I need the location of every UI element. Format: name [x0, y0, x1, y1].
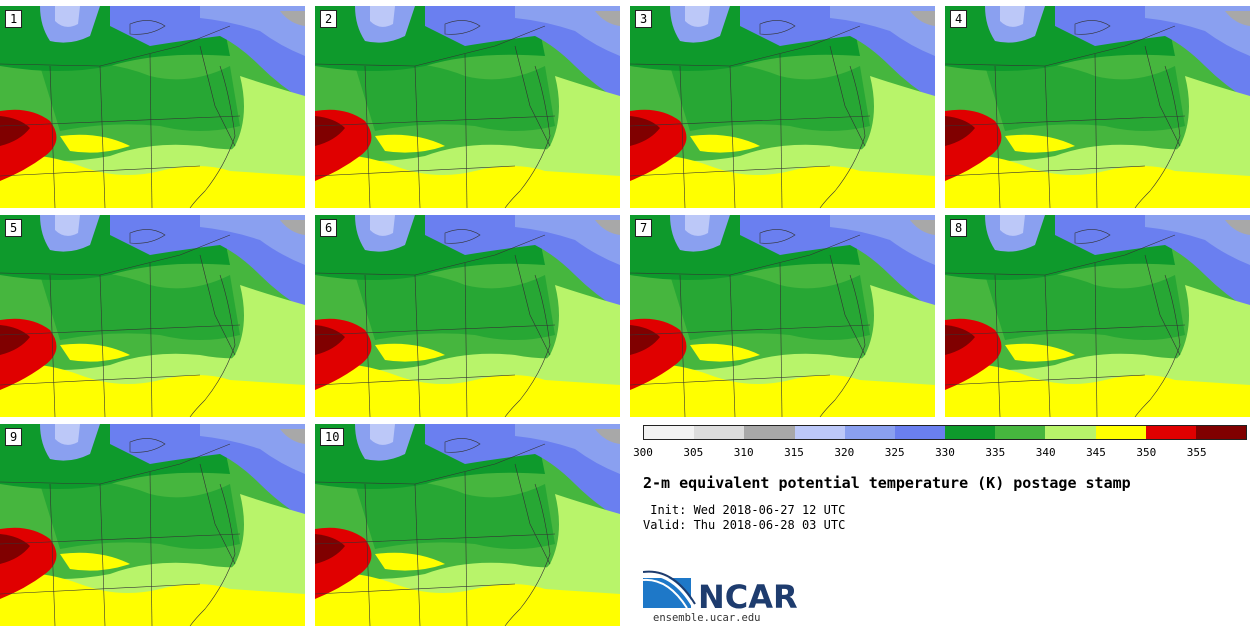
- colorbar-segment: [844, 426, 895, 439]
- colorbar-segment: [744, 426, 795, 439]
- map-canvas: [630, 6, 935, 208]
- valid-time: Valid: Thu 2018-06-28 03 UTC: [643, 518, 846, 532]
- colorbar-tick-label: 310: [733, 446, 754, 459]
- map-canvas: [945, 215, 1250, 417]
- init-time: Init: Wed 2018-06-27 12 UTC: [643, 503, 846, 517]
- colorbar-tick-label: 315: [784, 446, 804, 459]
- member-panel-6: 6: [315, 215, 620, 417]
- member-panel-3: 3: [630, 6, 935, 208]
- colorbar: [643, 425, 1247, 440]
- member-panel-2: 2: [315, 6, 620, 208]
- colorbar-tick-label: 325: [884, 446, 905, 459]
- ncar-logo-icon: [643, 570, 696, 609]
- colorbar-segment: [1195, 426, 1247, 439]
- member-number: 5: [5, 219, 23, 237]
- colorbar-segment: [995, 426, 1046, 439]
- colorbar-tick-label: 340: [1035, 446, 1056, 459]
- chart-title: 2-m equivalent potential temperature (K)…: [643, 474, 1131, 492]
- colorbar-segment: [1095, 426, 1146, 439]
- member-number: 10: [320, 428, 345, 446]
- map-canvas: [630, 215, 935, 417]
- colorbar-tick-label: 355: [1186, 446, 1207, 459]
- member-panel-1: 1: [0, 6, 305, 208]
- colorbar-segment: [1145, 426, 1196, 439]
- colorbar-segment: [945, 426, 996, 439]
- colorbar-tick-label: 345: [1086, 446, 1106, 459]
- colorbar-segment: [894, 426, 946, 439]
- colorbar-segment: [644, 426, 695, 439]
- member-panel-5: 5: [0, 215, 305, 417]
- member-panel-10: 10: [315, 424, 620, 626]
- logo-name: NCAR: [698, 578, 798, 616]
- colorbar-segment: [694, 426, 745, 439]
- colorbar-tick-label: 350: [1136, 446, 1157, 459]
- map-canvas: [315, 6, 620, 208]
- logo-url: ensemble.ucar.edu: [653, 612, 761, 624]
- colorbar-ticks: 300 305 310 315 320 325 330 335 340 345 350 355: [633, 446, 1247, 460]
- map-canvas: [315, 424, 620, 626]
- member-panel-8: 8: [945, 215, 1250, 417]
- colorbar-tick-label: 300: [633, 446, 653, 459]
- map-canvas: [0, 6, 305, 208]
- member-panel-7: 7: [630, 215, 935, 417]
- member-number: 9: [5, 428, 23, 446]
- member-number: 8: [950, 219, 968, 237]
- colorbar-tick-label: 320: [834, 446, 855, 459]
- map-canvas: [0, 215, 305, 417]
- member-panel-4: 4: [945, 6, 1250, 208]
- member-number: 3: [635, 10, 653, 28]
- colorbar-segment: [794, 426, 845, 439]
- member-number: 1: [5, 10, 23, 28]
- colorbar-tick-label: 305: [683, 446, 704, 459]
- member-panel-9: 9: [0, 424, 305, 626]
- colorbar-tick-label: 330: [935, 446, 955, 459]
- map-canvas: [315, 215, 620, 417]
- member-number: 6: [320, 219, 338, 237]
- colorbar-segment: [1045, 426, 1096, 439]
- map-canvas: [945, 6, 1250, 208]
- map-canvas: [0, 424, 305, 626]
- colorbar-tick-label: 335: [985, 446, 1006, 459]
- member-number: 2: [320, 10, 338, 28]
- member-number: 7: [635, 219, 653, 237]
- member-number: 4: [950, 10, 968, 28]
